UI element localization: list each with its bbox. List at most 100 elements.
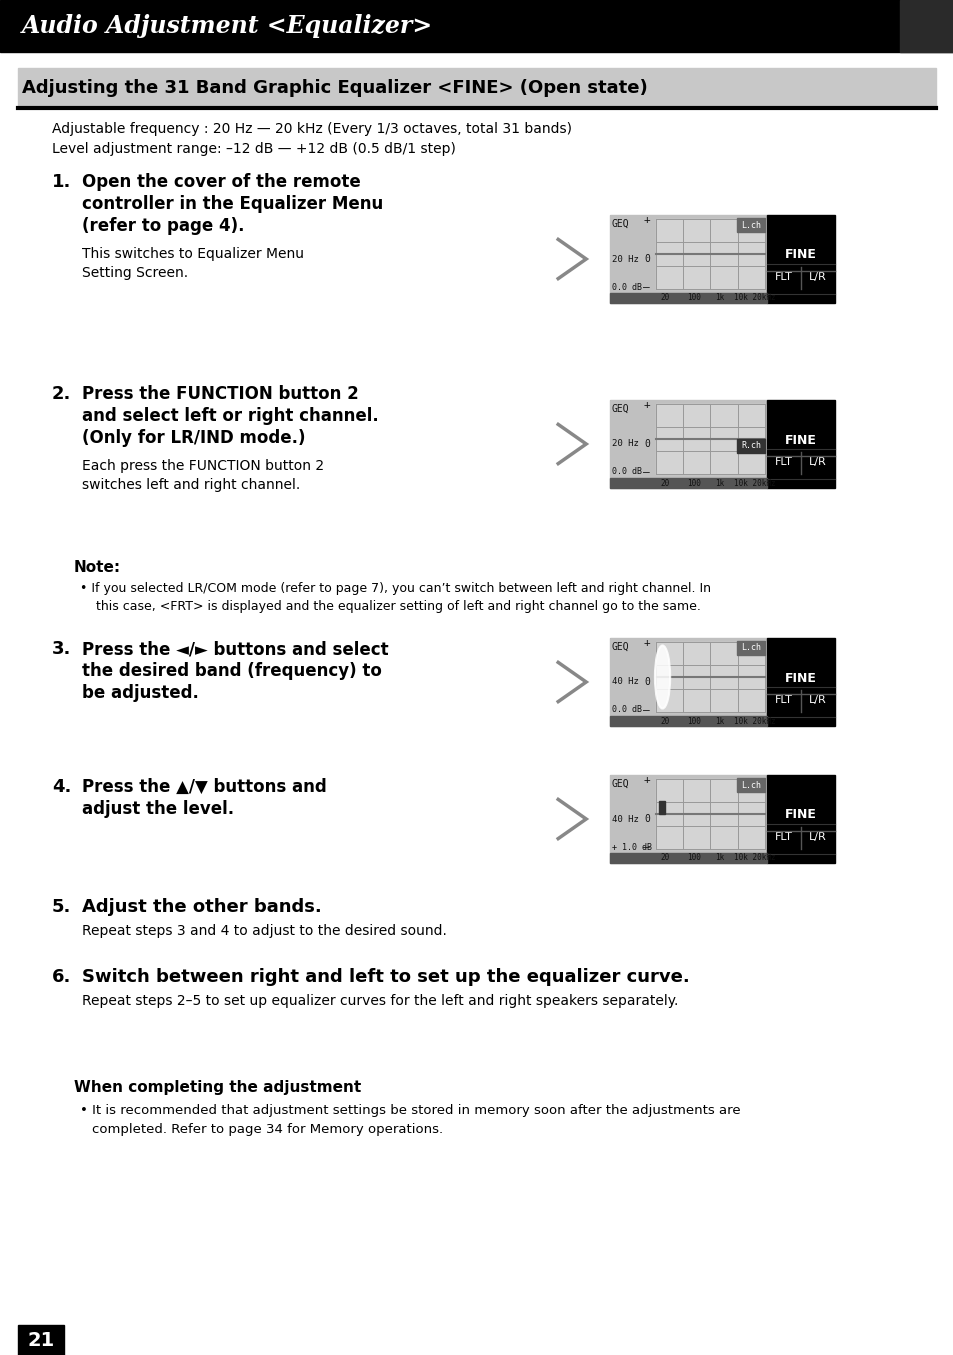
Text: GEQ: GEQ [612, 220, 629, 229]
Text: 0: 0 [643, 253, 649, 264]
Text: FLT: FLT [774, 832, 792, 841]
Text: 100: 100 [687, 854, 700, 863]
Text: Press the FUNCTION button 2: Press the FUNCTION button 2 [82, 385, 358, 402]
Bar [737, 439, 764, 453]
Text: 40 Hz: 40 Hz [612, 814, 639, 824]
Text: When completing the adjustment: When completing the adjustment [74, 1080, 361, 1095]
Text: GEQ: GEQ [612, 642, 629, 652]
Text: Repeat steps 3 and 4 to adjust to the desired sound.: Repeat steps 3 and 4 to adjust to the de… [82, 924, 446, 938]
Text: +: + [642, 215, 649, 225]
Bar [609, 215, 766, 304]
Text: 20: 20 [659, 717, 669, 725]
Bar [737, 778, 764, 793]
Text: (Only for LR/IND mode.): (Only for LR/IND mode.) [82, 430, 305, 447]
Text: L/R: L/R [808, 832, 826, 841]
Text: 20 Hz: 20 Hz [612, 439, 639, 449]
Bar [656, 220, 764, 289]
Text: 1k: 1k [714, 478, 723, 488]
Text: • If you selected LR/COM mode (refer to page 7), you can’t switch between left a: • If you selected LR/COM mode (refer to … [80, 583, 710, 595]
Text: FLT: FLT [774, 272, 792, 282]
Text: • It is recommended that adjustment settings be stored in memory soon after the : • It is recommended that adjustment sett… [80, 1104, 740, 1117]
Text: Audio Adjustment <Equalizer>: Audio Adjustment <Equalizer> [22, 14, 433, 38]
Text: L.ch: L.ch [740, 221, 760, 229]
Bar [609, 400, 766, 488]
Text: Press the ◄/► buttons and select: Press the ◄/► buttons and select [82, 640, 388, 659]
Text: Setting Screen.: Setting Screen. [82, 266, 188, 280]
Text: 0.0 dB: 0.0 dB [612, 706, 641, 714]
Text: Note:: Note: [74, 560, 121, 575]
Bar [656, 642, 764, 711]
Text: –: – [642, 841, 649, 852]
Text: FINE: FINE [784, 434, 816, 447]
Bar [18, 68, 935, 108]
Text: and select left or right channel.: and select left or right channel. [82, 406, 378, 425]
Text: This switches to Equalizer Menu: This switches to Equalizer Menu [82, 247, 304, 262]
Bar [609, 775, 766, 863]
Text: 1k: 1k [714, 294, 723, 302]
Text: 40 Hz: 40 Hz [612, 678, 639, 687]
Text: 0: 0 [643, 678, 649, 687]
Text: FLT: FLT [774, 457, 792, 467]
Text: completed. Refer to page 34 for Memory operations.: completed. Refer to page 34 for Memory o… [91, 1123, 442, 1135]
Text: L/R: L/R [808, 272, 826, 282]
Text: L/R: L/R [808, 457, 826, 467]
Bar [609, 775, 834, 863]
Text: FINE: FINE [784, 672, 816, 684]
Text: GEQ: GEQ [612, 779, 629, 789]
Text: 1k: 1k [714, 717, 723, 725]
Text: 100: 100 [687, 294, 700, 302]
Text: +: + [642, 775, 649, 785]
Text: + 1.0 dB: + 1.0 dB [612, 843, 651, 851]
Text: 0.0 dB: 0.0 dB [612, 282, 641, 291]
Text: FINE: FINE [784, 248, 816, 262]
Text: Adjustable frequency : 20 Hz — 20 kHz (Every 1/3 octaves, total 31 bands): Adjustable frequency : 20 Hz — 20 kHz (E… [52, 122, 572, 136]
Text: 20: 20 [659, 854, 669, 863]
Bar [0, 0, 953, 51]
Text: 0.0 dB: 0.0 dB [612, 467, 641, 477]
Bar [659, 801, 664, 814]
Text: adjust the level.: adjust the level. [82, 799, 233, 818]
Text: Adjusting the 31 Band Graphic Equalizer <FINE> (Open state): Adjusting the 31 Band Graphic Equalizer … [22, 79, 647, 98]
Bar [766, 638, 834, 726]
Text: 3.: 3. [52, 640, 71, 659]
Text: controller in the Equalizer Menu: controller in the Equalizer Menu [82, 195, 383, 213]
Bar [766, 400, 834, 488]
Text: 10k 20kHz: 10k 20kHz [734, 478, 776, 488]
Text: 4.: 4. [52, 778, 71, 795]
Text: 100: 100 [687, 717, 700, 725]
Text: (refer to page 4).: (refer to page 4). [82, 217, 244, 234]
Text: 10k 20kHz: 10k 20kHz [734, 854, 776, 863]
Text: 5.: 5. [52, 898, 71, 916]
Bar [766, 215, 834, 304]
Bar [609, 400, 834, 488]
Text: +: + [642, 638, 649, 648]
Text: 10k 20kHz: 10k 20kHz [734, 294, 776, 302]
Text: 100: 100 [687, 478, 700, 488]
Text: L/R: L/R [808, 695, 826, 705]
Text: 0: 0 [643, 814, 649, 824]
Text: GEQ: GEQ [612, 404, 629, 415]
Bar [609, 638, 766, 726]
Text: +: + [642, 400, 649, 411]
Bar [609, 715, 766, 726]
Ellipse shape [654, 645, 669, 709]
Text: Adjust the other bands.: Adjust the other bands. [82, 898, 321, 916]
Text: Open the cover of the remote: Open the cover of the remote [82, 173, 360, 191]
Bar [737, 641, 764, 654]
Text: –: – [642, 467, 649, 477]
Text: switches left and right channel.: switches left and right channel. [82, 478, 300, 492]
Text: Each press the FUNCTION button 2: Each press the FUNCTION button 2 [82, 459, 324, 473]
Bar [609, 478, 766, 488]
Bar [609, 215, 834, 304]
Text: the desired band (frequency) to: the desired band (frequency) to [82, 663, 381, 680]
Text: Repeat steps 2–5 to set up equalizer curves for the left and right speakers sepa: Repeat steps 2–5 to set up equalizer cur… [82, 995, 678, 1008]
Bar [18, 1325, 64, 1355]
Text: 20: 20 [659, 294, 669, 302]
Text: be adjusted.: be adjusted. [82, 684, 198, 702]
Text: 20: 20 [659, 478, 669, 488]
Text: Press the ▲/▼ buttons and: Press the ▲/▼ buttons and [82, 778, 327, 795]
Text: 6.: 6. [52, 967, 71, 986]
Text: 21: 21 [28, 1331, 54, 1350]
Bar [609, 638, 834, 726]
Text: R.ch: R.ch [740, 442, 760, 450]
